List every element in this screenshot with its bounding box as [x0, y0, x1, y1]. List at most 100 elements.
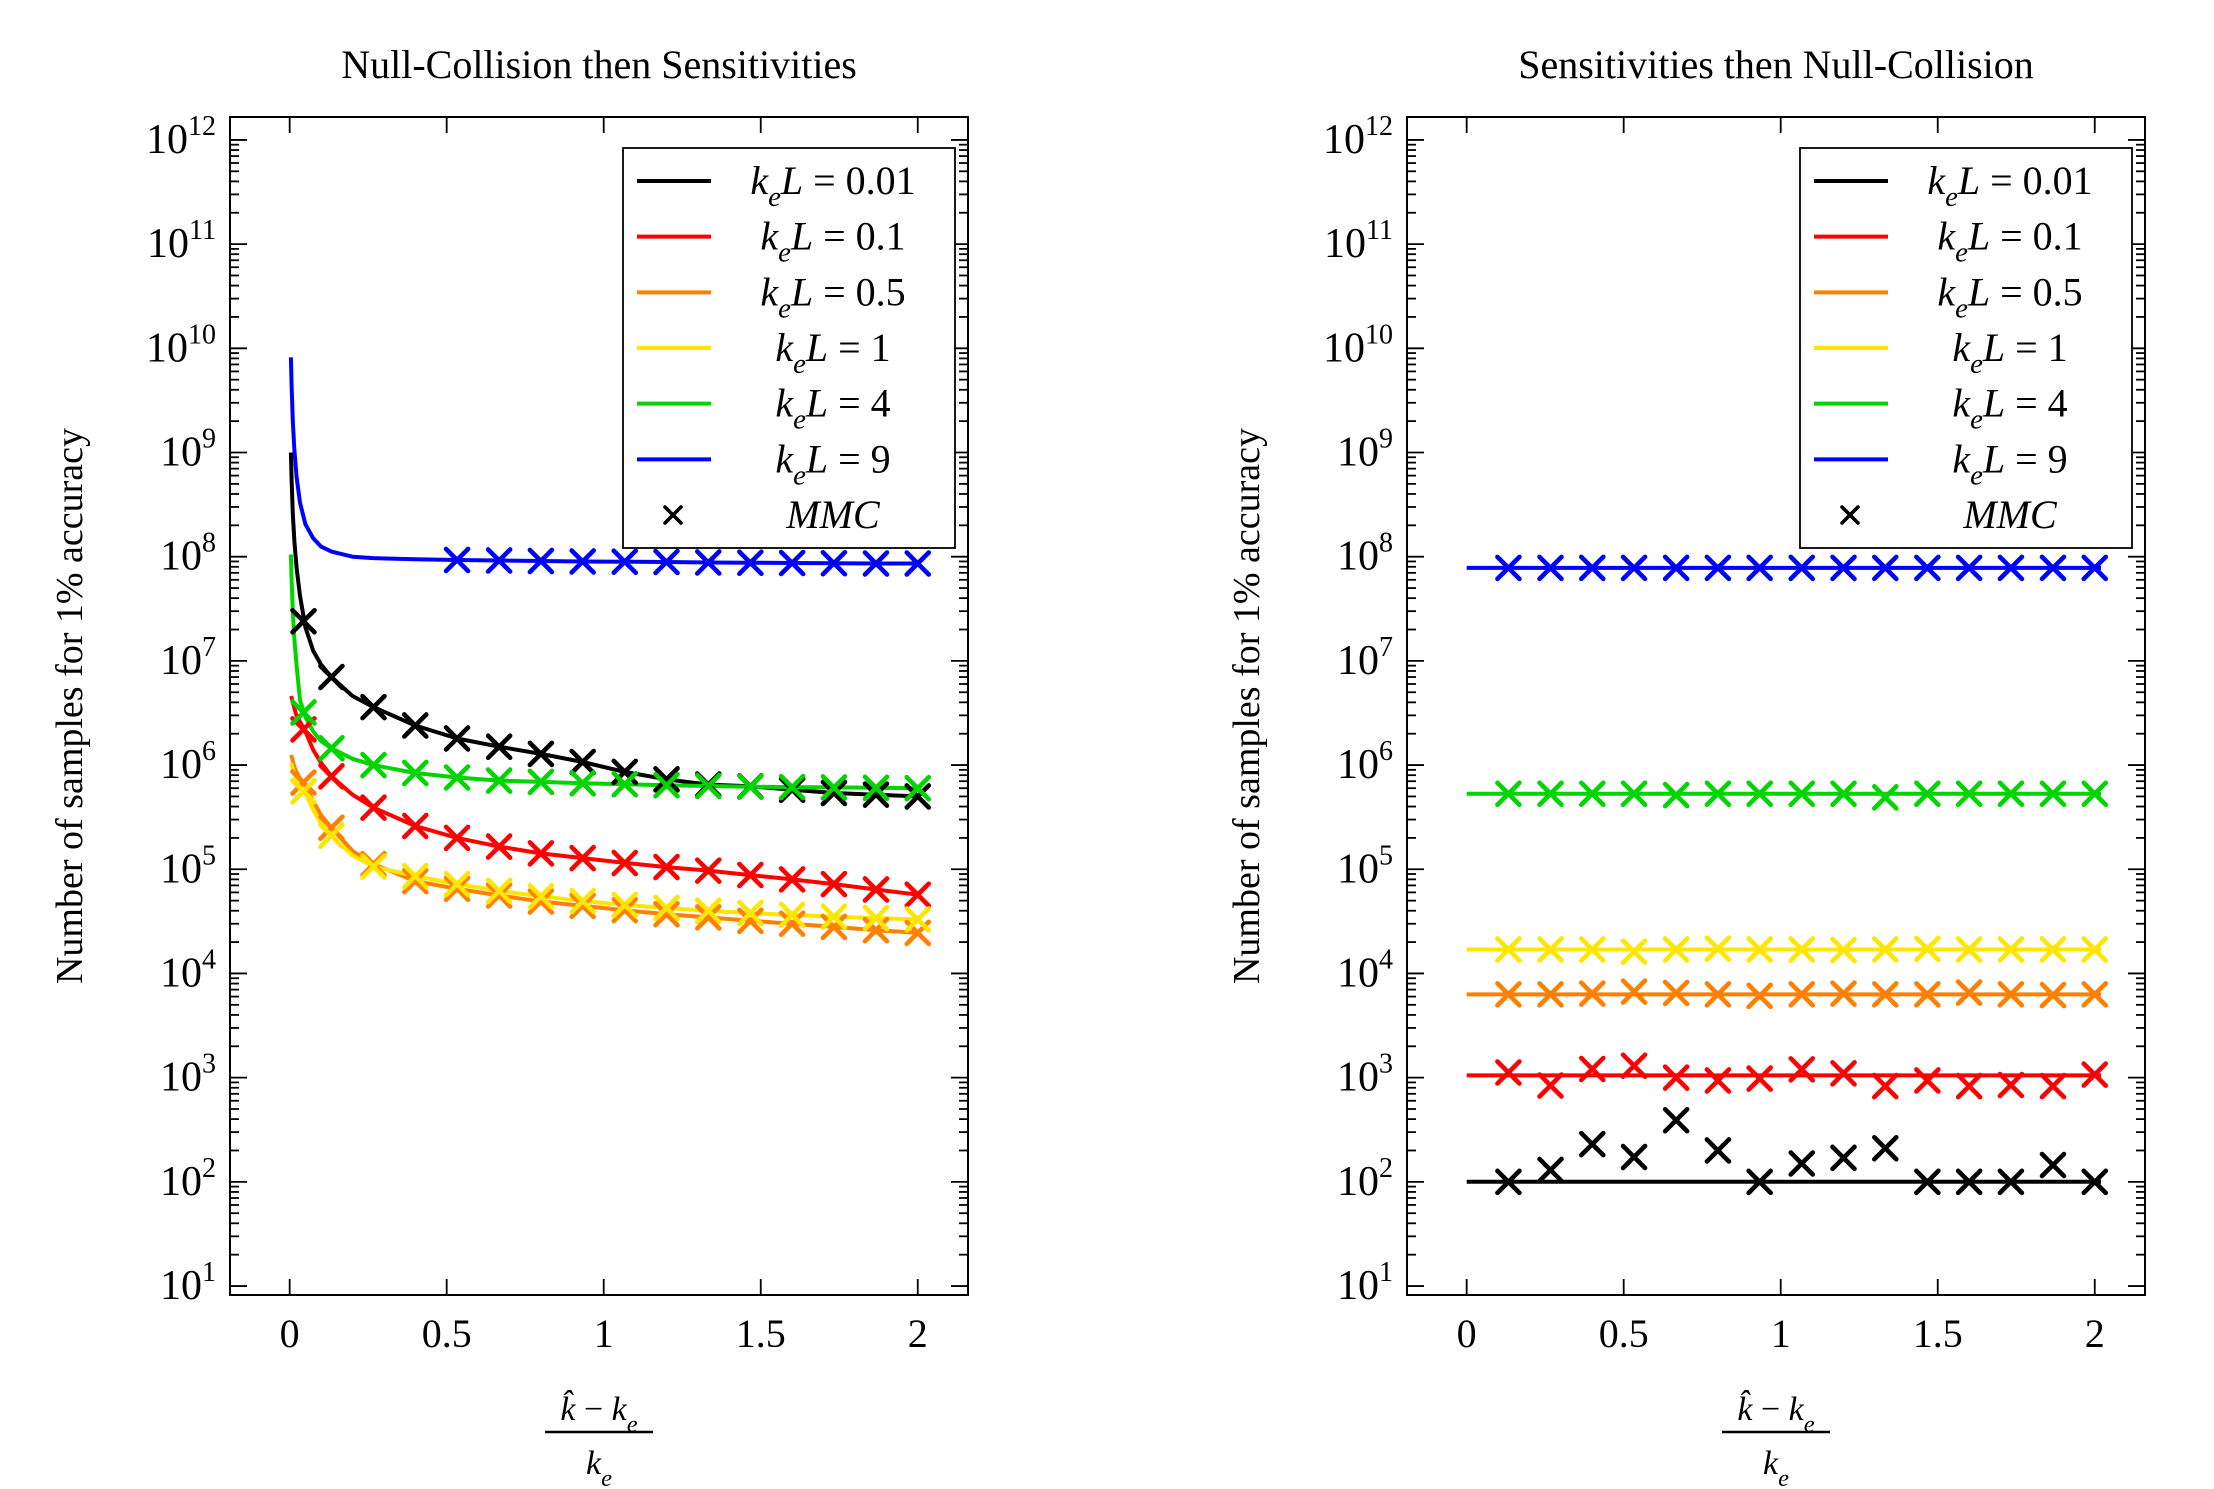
mmc-marker: [2081, 936, 2109, 963]
x-tick-label: 0: [280, 1311, 300, 1356]
y-tick-label: 1010: [146, 319, 216, 371]
mmc-marker: [1578, 1130, 1606, 1158]
mmc-marker: [318, 814, 345, 842]
y-tick-label: 103: [160, 1049, 216, 1101]
y-tick-label: 106: [160, 736, 216, 788]
mmc-marker: [1830, 780, 1857, 808]
mmc-marker: [862, 781, 890, 808]
mmc-markers-keL-9: [443, 546, 932, 577]
mmc-marker: [443, 824, 471, 852]
mmc-marker: [778, 901, 806, 929]
y-tick-label: 104: [1337, 944, 1393, 996]
mmc-marker: [653, 766, 680, 793]
mmc-marker: [1914, 554, 1941, 582]
y-axis-label: Number of samples for 1% accuracy: [49, 428, 91, 984]
mmc-marker: [694, 897, 722, 925]
mmc-marker: [290, 769, 317, 796]
legend-mmc-marker-icon: [1840, 505, 1860, 525]
mmc-marker: [1537, 1072, 1564, 1099]
mmc-marker: [527, 768, 555, 796]
mmc-marker: [1955, 780, 1983, 808]
mmc-marker: [862, 774, 890, 802]
mmc-marker: [862, 876, 890, 903]
mmc-marker: [1914, 1067, 1941, 1094]
mmc-marker: [443, 764, 471, 791]
mmc-marker: [694, 549, 722, 576]
legend-mmc-marker-icon: [663, 505, 683, 525]
mmc-marker: [1914, 935, 1941, 963]
mmc-marker: [2039, 981, 2067, 1009]
y-tick-label: 1012: [146, 111, 216, 163]
legend-label-keL-4: keL = 4: [1952, 381, 2067, 436]
mmc-marker: [1997, 1168, 2025, 1196]
mmc-marker: [653, 771, 680, 799]
mmc-marker: [653, 853, 680, 881]
mmc-marker: [1578, 780, 1606, 808]
mmc-marker: [360, 794, 387, 821]
mmc-marker: [1830, 1144, 1857, 1172]
mmc-markers-keL-4: [290, 699, 932, 802]
mmc-marker: [1746, 936, 1773, 963]
mmc-marker: [318, 734, 345, 762]
mmc-markers-keL-0.1: [290, 716, 932, 909]
mmc-marker: [820, 870, 848, 898]
mmc-marker: [443, 875, 471, 903]
y-tick-label: 107: [160, 632, 216, 684]
mmc-marker: [443, 546, 471, 574]
mmc-marker: [569, 548, 596, 575]
mmc-marker: [1788, 981, 1816, 1008]
mmc-marker: [2039, 554, 2067, 582]
axes-frame: [229, 116, 969, 1296]
y-tick-label: 102: [160, 1153, 216, 1205]
mmc-marker: [820, 903, 848, 931]
mmc-marker: [778, 773, 806, 801]
legend-label-keL-0.5: keL = 0.5: [760, 269, 905, 324]
mmc-marker: [1914, 981, 1941, 1008]
mmc-marker: [485, 833, 513, 860]
y-tick-label: 107: [1337, 632, 1393, 684]
mmc-markers-keL-0.5: [1495, 978, 2109, 1010]
mmc-marker: [1495, 981, 1522, 1008]
mmc-marker: [1620, 1052, 1648, 1080]
mmc-marker: [778, 866, 806, 893]
mmc-marker: [1578, 554, 1606, 582]
mmc-marker: [360, 693, 387, 721]
plot-canvas: 0 0.5 1 1.5 2 101 102 103 104 105 106 107 108 109 1010…: [146, 111, 969, 1489]
mmc-marker: [904, 881, 932, 909]
mmc-marker: [401, 867, 429, 895]
mmc-marker: [1955, 1168, 1983, 1196]
x-tick-label: 1.5: [736, 1311, 786, 1356]
mmc-marker: [318, 663, 345, 691]
mmc-marker: [1746, 780, 1773, 808]
mmc-marker: [527, 888, 555, 915]
mmc-marker: [569, 769, 596, 797]
mmc-marker: [1788, 1056, 1816, 1083]
y-tick-label: 104: [160, 944, 216, 996]
mmc-marker: [485, 733, 513, 761]
mmc-marker: [569, 887, 596, 915]
mmc-marker: [527, 883, 555, 910]
mmc-marker: [1537, 936, 1564, 963]
mmc-marker: [527, 547, 555, 575]
mmc-marker: [290, 699, 317, 726]
x-axis-label-numerator: k̂ − ke: [560, 1389, 637, 1438]
mmc-marker: [2081, 554, 2109, 582]
mmc-marker: [1997, 554, 2025, 582]
mmc-marker: [820, 913, 848, 941]
mmc-marker: [290, 607, 317, 635]
x-axis-label-denominator: ke: [586, 1445, 612, 1489]
series-layer: [1466, 554, 2109, 1196]
mmc-marker: [2039, 1151, 2067, 1179]
mmc-marker: [1704, 1137, 1732, 1164]
y-tick-label: 108: [1337, 528, 1393, 580]
mmc-marker: [737, 861, 764, 889]
mmc-marker: [1578, 1055, 1606, 1083]
mmc-marker: [1578, 936, 1606, 963]
x-tick-label: 1: [1771, 1311, 1791, 1356]
mmc-marker: [1830, 1060, 1857, 1087]
mmc-marker: [611, 770, 639, 798]
mmc-marker: [360, 853, 387, 880]
legend-label-mmc: MMC: [1962, 492, 2058, 537]
mmc-marker: [1662, 1106, 1690, 1134]
mmc-marker: [1788, 780, 1816, 808]
